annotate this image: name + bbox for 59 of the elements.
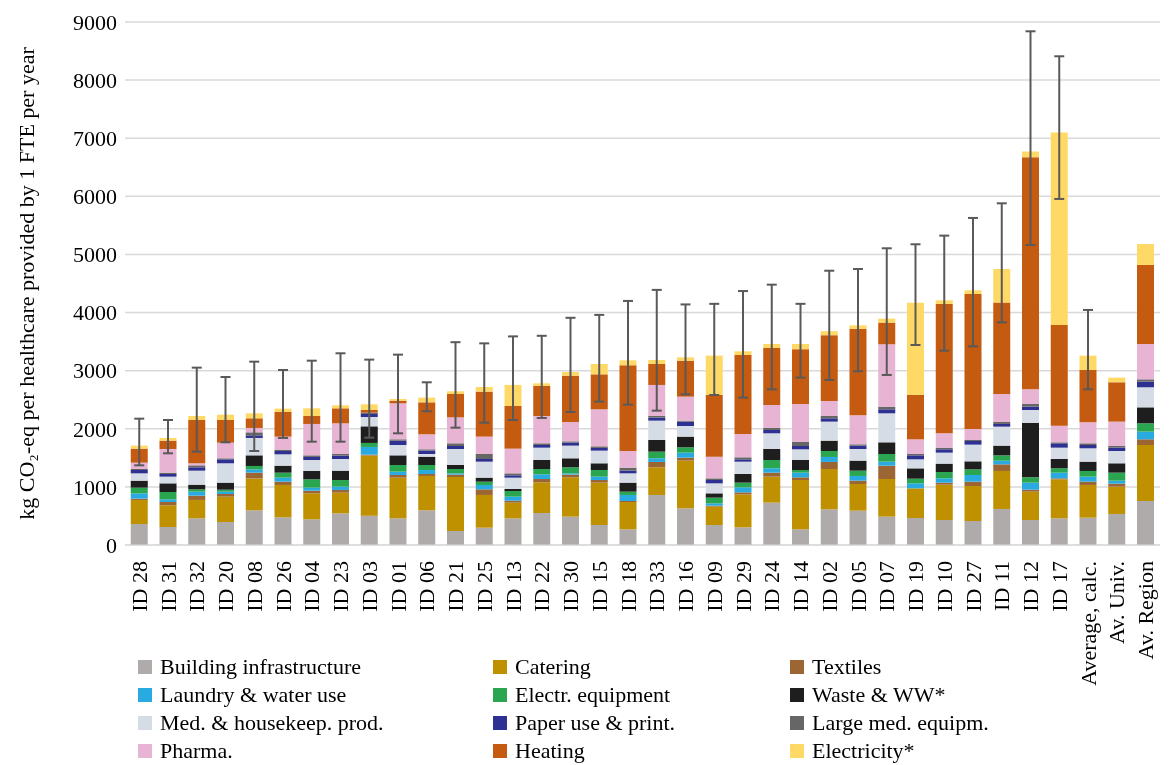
legend-label: Paper use & print. xyxy=(515,710,676,735)
y-tick-label: 5000 xyxy=(73,242,117,268)
x-tick-label: ID 05 xyxy=(845,561,871,612)
x-tick-label: ID 33 xyxy=(644,561,670,612)
x-tick-label: ID 16 xyxy=(673,561,699,612)
x-tick-label: ID 02 xyxy=(816,561,842,612)
legend-label: Pharma. xyxy=(160,738,233,763)
legend-label: Heating xyxy=(515,738,585,763)
x-tick-label: ID 10 xyxy=(931,561,957,612)
y-tick-label: 4000 xyxy=(73,300,117,326)
x-tick-label: ID 24 xyxy=(759,561,785,612)
x-tick-label: Av. Univ. xyxy=(1104,561,1130,644)
legend-label: Catering xyxy=(515,654,591,679)
x-tick-label: ID 01 xyxy=(385,561,411,612)
x-tick-label: ID 28 xyxy=(126,561,152,612)
x-tick-label: ID 09 xyxy=(701,561,727,612)
x-tick-label: ID 04 xyxy=(299,561,325,612)
y-tick-label: 3000 xyxy=(73,358,117,384)
legend-label: Waste & WW* xyxy=(812,682,946,707)
x-tick-label: ID 32 xyxy=(184,561,210,612)
x-tick-label: ID 12 xyxy=(1018,561,1044,612)
y-tick-label: 0 xyxy=(106,532,117,558)
x-tick-label: ID 13 xyxy=(500,561,526,612)
legend-label: Textiles xyxy=(812,654,882,679)
x-tick-label: ID 14 xyxy=(788,561,814,612)
x-tick-label: ID 27 xyxy=(960,561,986,612)
x-tick-label: ID 29 xyxy=(730,561,756,612)
legend-label: Med. & housekeep. prod. xyxy=(160,710,384,735)
x-tick-label: ID 26 xyxy=(270,561,296,612)
x-tick-label: ID 15 xyxy=(586,561,612,612)
y-tick-label: 8000 xyxy=(73,67,117,93)
x-tick-label: Av. Region xyxy=(1133,561,1159,660)
x-tick-label: ID 03 xyxy=(356,561,382,612)
x-tick-label: ID 07 xyxy=(874,561,900,612)
x-tick-label: ID 25 xyxy=(471,561,497,612)
x-tick-label: Average, calc. xyxy=(1075,561,1101,686)
y-tick-label: 6000 xyxy=(73,184,117,210)
legend-label: Large med. equipm. xyxy=(812,710,989,735)
x-tick-label: ID 21 xyxy=(443,561,469,612)
x-tick-label: ID 06 xyxy=(414,561,440,612)
x-tick-label: ID 31 xyxy=(155,561,181,612)
x-tick-label: ID 30 xyxy=(558,561,584,612)
legend-label: Electricity* xyxy=(812,738,915,763)
y-tick-label: 9000 xyxy=(73,9,117,35)
x-tick-label: ID 22 xyxy=(529,561,555,612)
x-tick-label: ID 11 xyxy=(989,561,1015,611)
legend-label: Electr. equipment xyxy=(515,682,671,707)
x-tick-label: ID 18 xyxy=(615,561,641,612)
legend-label: Building infrastructure xyxy=(160,654,362,679)
x-tick-label: ID 23 xyxy=(328,561,354,612)
x-tick-label: ID 08 xyxy=(241,561,267,612)
y-tick-label: 1000 xyxy=(73,474,117,500)
legend-label: Laundry & water use xyxy=(160,682,347,707)
x-tick-label: ID 19 xyxy=(903,561,929,612)
y-axis-title: kg CO₂-eq per healthcare provided by 1 FTE per year xyxy=(13,46,39,520)
x-tick-label: ID 17 xyxy=(1046,561,1072,612)
x-tick-label: ID 20 xyxy=(213,561,239,612)
y-tick-label: 7000 xyxy=(73,126,117,152)
y-tick-label: 2000 xyxy=(73,416,117,442)
